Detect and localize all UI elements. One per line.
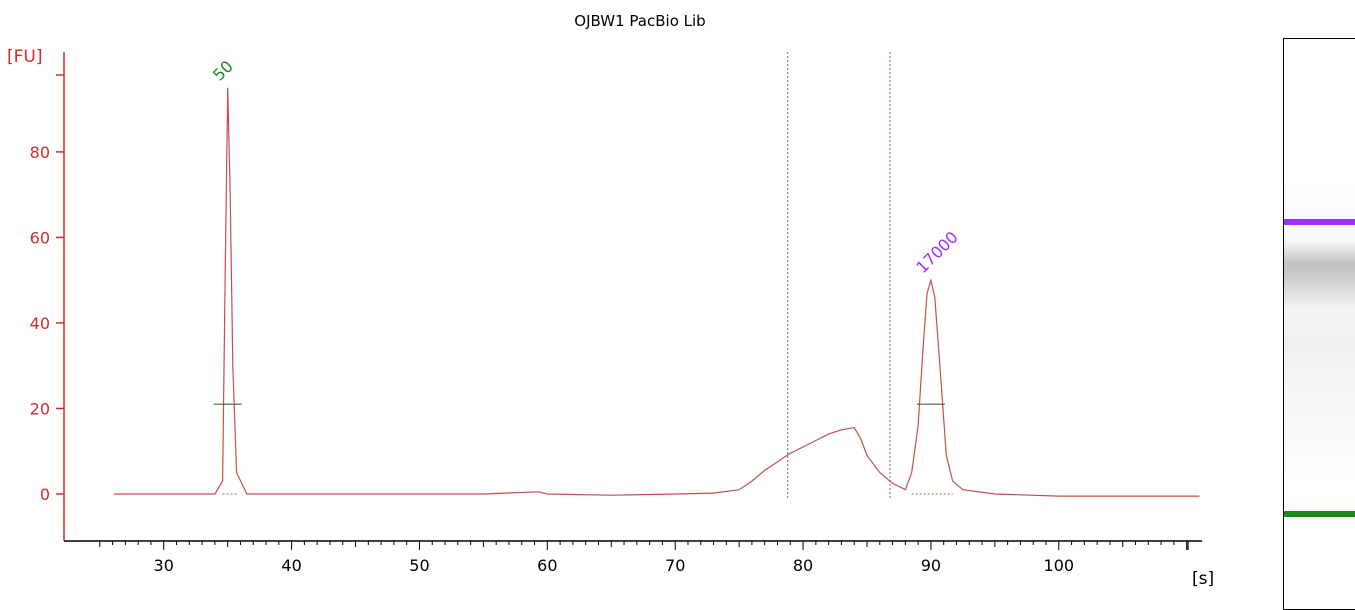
x-tick-label: 80 — [793, 556, 813, 575]
y-tick-label: 80 — [30, 143, 50, 162]
y-tick-label: 40 — [30, 314, 50, 333]
peak-label: 50 — [209, 57, 237, 85]
gel-band — [1284, 219, 1355, 225]
x-tick-label: 60 — [537, 556, 557, 575]
gel-smear — [1284, 239, 1355, 309]
y-tick-label: 0 — [40, 485, 50, 504]
x-tick-label: 100 — [1044, 556, 1075, 575]
y-tick-label: 20 — [30, 399, 50, 418]
trace-line — [113, 87, 1200, 497]
y-axis-label: [FU] — [7, 47, 43, 67]
peak-labels: 50 17000 — [209, 57, 962, 277]
gel-band — [1284, 511, 1355, 517]
trace-series — [113, 87, 1200, 497]
region-markers — [787, 52, 891, 499]
axes: 0 20 40 60 80 30 40 50 60 70 80 90 100 — [30, 52, 1202, 575]
x-tick-label: 50 — [409, 556, 429, 575]
x-axis-label: [s] — [1192, 569, 1214, 589]
y-tick-label: 60 — [30, 228, 50, 247]
gel-background — [1284, 179, 1355, 479]
x-tick-label: 90 — [921, 556, 941, 575]
peak-label: 17000 — [912, 228, 961, 277]
x-tick-label: 30 — [154, 556, 174, 575]
gel-lane — [1283, 38, 1355, 610]
x-tick-label: 40 — [281, 556, 301, 575]
chart-title: OJBW1 PacBio Lib — [574, 12, 705, 30]
electropherogram-chart: OJBW1 PacBio Lib 0 20 40 60 80 30 40 50 60 70 80 90… — [7, 12, 1214, 589]
x-tick-label: 70 — [665, 556, 685, 575]
